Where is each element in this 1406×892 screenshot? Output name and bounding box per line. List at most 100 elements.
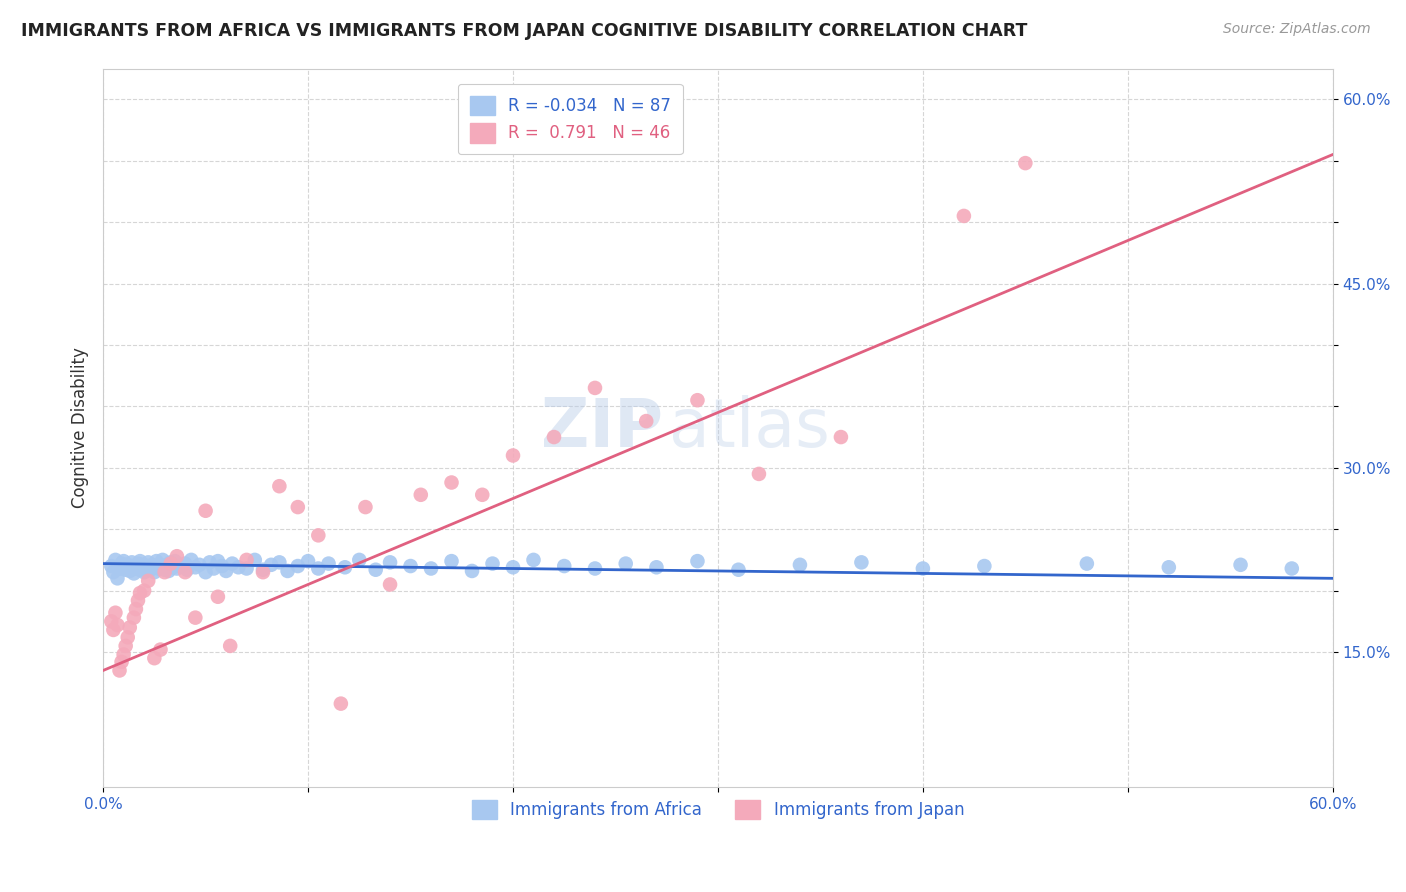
Point <box>318 557 340 571</box>
Point <box>145 554 167 568</box>
Point <box>112 648 135 662</box>
Point <box>114 639 136 653</box>
Point <box>440 554 463 568</box>
Point <box>583 561 606 575</box>
Point <box>110 655 132 669</box>
Point <box>502 449 524 463</box>
Point <box>180 553 202 567</box>
Point <box>1281 561 1303 575</box>
Point <box>136 555 159 569</box>
Point <box>129 563 152 577</box>
Point <box>207 554 229 568</box>
Point <box>163 554 186 568</box>
Point <box>953 209 976 223</box>
Point <box>228 560 250 574</box>
Point <box>135 561 157 575</box>
Point <box>215 564 238 578</box>
Point <box>349 553 371 567</box>
Point <box>100 559 122 574</box>
Point <box>103 623 125 637</box>
Point <box>156 558 179 572</box>
Point <box>131 560 153 574</box>
Point <box>851 555 873 569</box>
Point <box>378 577 401 591</box>
Point <box>287 500 309 514</box>
Point <box>502 560 524 574</box>
Point <box>1157 560 1180 574</box>
Point <box>307 528 329 542</box>
Y-axis label: Cognitive Disability: Cognitive Disability <box>72 347 89 508</box>
Point <box>153 563 176 577</box>
Point <box>481 557 503 571</box>
Point <box>636 414 658 428</box>
Text: ZIP: ZIP <box>541 395 662 461</box>
Point <box>104 606 127 620</box>
Point <box>184 560 207 574</box>
Point <box>174 557 197 571</box>
Point <box>399 559 422 574</box>
Point <box>235 553 257 567</box>
Point <box>166 549 188 564</box>
Point <box>159 557 181 571</box>
Point <box>114 563 136 577</box>
Point <box>194 565 217 579</box>
Point <box>277 564 299 578</box>
Point <box>152 553 174 567</box>
Point <box>143 565 166 579</box>
Point <box>103 565 125 579</box>
Point <box>329 697 352 711</box>
Point <box>686 554 709 568</box>
Point <box>727 563 749 577</box>
Point <box>184 610 207 624</box>
Point <box>333 560 356 574</box>
Point <box>748 467 770 481</box>
Point <box>440 475 463 490</box>
Point <box>174 565 197 579</box>
Point <box>122 610 145 624</box>
Point <box>127 557 149 571</box>
Point <box>125 561 148 575</box>
Point <box>100 615 122 629</box>
Point <box>149 559 172 574</box>
Point <box>162 560 184 574</box>
Point <box>219 639 242 653</box>
Point <box>118 564 141 578</box>
Point <box>553 559 575 574</box>
Point <box>194 504 217 518</box>
Point <box>149 642 172 657</box>
Text: atlas: atlas <box>669 395 830 461</box>
Point <box>973 559 995 574</box>
Point <box>243 553 266 567</box>
Point <box>364 563 387 577</box>
Point <box>118 620 141 634</box>
Point <box>202 561 225 575</box>
Point <box>1014 156 1036 170</box>
Point <box>127 593 149 607</box>
Point <box>221 557 243 571</box>
Point <box>108 561 131 575</box>
Point <box>121 555 143 569</box>
Point <box>252 565 274 579</box>
Point <box>134 583 156 598</box>
Point <box>269 479 291 493</box>
Point <box>110 557 132 571</box>
Point <box>789 558 811 572</box>
Point <box>614 557 637 571</box>
Point <box>117 558 139 572</box>
Point <box>129 554 152 568</box>
Point <box>122 566 145 581</box>
Point <box>176 563 198 577</box>
Point <box>409 488 432 502</box>
Point <box>112 554 135 568</box>
Point <box>107 618 129 632</box>
Point <box>471 488 494 502</box>
Point <box>287 559 309 574</box>
Point <box>108 664 131 678</box>
Point <box>153 565 176 579</box>
Legend: Immigrants from Africa, Immigrants from Japan: Immigrants from Africa, Immigrants from … <box>465 793 972 826</box>
Point <box>252 563 274 577</box>
Point <box>420 561 443 575</box>
Point <box>378 555 401 569</box>
Point <box>686 393 709 408</box>
Point <box>129 586 152 600</box>
